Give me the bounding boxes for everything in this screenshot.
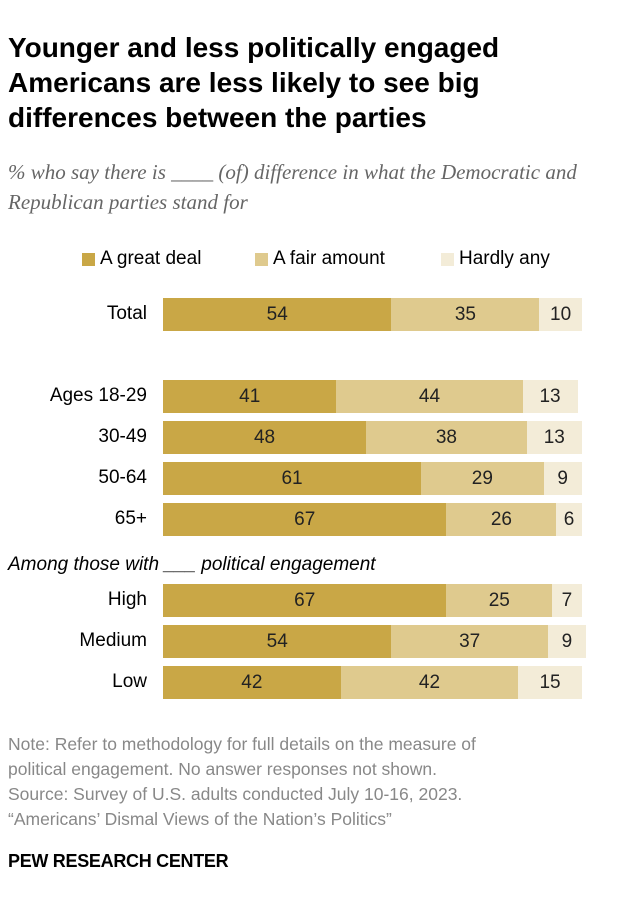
- bar-segment: 38: [366, 421, 527, 454]
- legend-label: A fair amount: [273, 248, 385, 269]
- bar-segment: 61: [163, 462, 422, 495]
- note-line: political engagement. No answer response…: [8, 759, 437, 779]
- category-label: 50-64: [98, 467, 147, 488]
- source-line: Source: Survey of U.S. adults conducted …: [8, 784, 463, 804]
- notes: Note: Refer to methodology for full deta…: [8, 732, 476, 832]
- legend-swatch: [255, 252, 268, 266]
- legend-item: A fair amount: [255, 248, 385, 270]
- legend: A great deal A fair amount Hardly any: [0, 248, 620, 272]
- bar-segment: 54: [163, 298, 392, 331]
- bar-segment: 9: [547, 625, 586, 658]
- bar-segment: 13: [522, 380, 578, 413]
- category-label: High: [107, 589, 147, 610]
- report-title-line: “Americans’ Dismal Views of the Nation’s…: [8, 809, 392, 829]
- bar-chart: Total 54 35 10 Ages 18-29 41 44 13 30-49 48 38 13 50…: [49, 298, 586, 699]
- bar-segment: 26: [446, 503, 557, 536]
- bar-segment: 37: [391, 625, 548, 658]
- bar-segment: 44: [336, 380, 523, 413]
- bar-segment: 7: [552, 584, 582, 617]
- bar-segment: 25: [446, 584, 553, 617]
- legend-label: A great deal: [100, 248, 202, 269]
- bar-segment: 48: [163, 421, 367, 454]
- brand-logo-text: PEW RESEARCH CENTER: [8, 851, 229, 871]
- bar-segment: 10: [539, 298, 582, 331]
- bar-segment: 13: [526, 421, 582, 454]
- bar-segment: 41: [163, 380, 337, 413]
- bar-segment: 67: [163, 503, 447, 536]
- category-label: Low: [112, 671, 147, 692]
- category-label: Ages 18-29: [49, 385, 147, 406]
- chart-title: Younger and less politically engaged Ame…: [8, 32, 500, 133]
- category-label: Total: [106, 303, 147, 324]
- legend-swatch: [441, 252, 454, 266]
- chart-subtitle: % who say there is ____ (of) difference …: [8, 160, 577, 214]
- legend-label: Hardly any: [459, 248, 550, 269]
- category-label: 30-49: [98, 426, 147, 447]
- bar-segment: 9: [543, 462, 582, 495]
- bar-segment: 42: [340, 666, 519, 699]
- category-label: Medium: [79, 630, 147, 651]
- category-label: 65+: [114, 508, 147, 529]
- bar-segment: 29: [421, 462, 544, 495]
- bar-segment: 42: [163, 666, 341, 699]
- note-line: Note: Refer to methodology for full deta…: [8, 734, 476, 754]
- legend-swatch: [82, 252, 95, 266]
- legend-item: Hardly any: [441, 248, 550, 270]
- bar-segment: 35: [391, 298, 540, 331]
- bar-segment: 54: [163, 625, 392, 658]
- bar-segment: 15: [518, 666, 582, 699]
- bar-segment: 6: [556, 503, 582, 536]
- bar-segment: 67: [163, 584, 447, 617]
- legend-item: A great deal: [82, 248, 201, 270]
- group-label: Among those with ___ political engagemen…: [8, 554, 376, 575]
